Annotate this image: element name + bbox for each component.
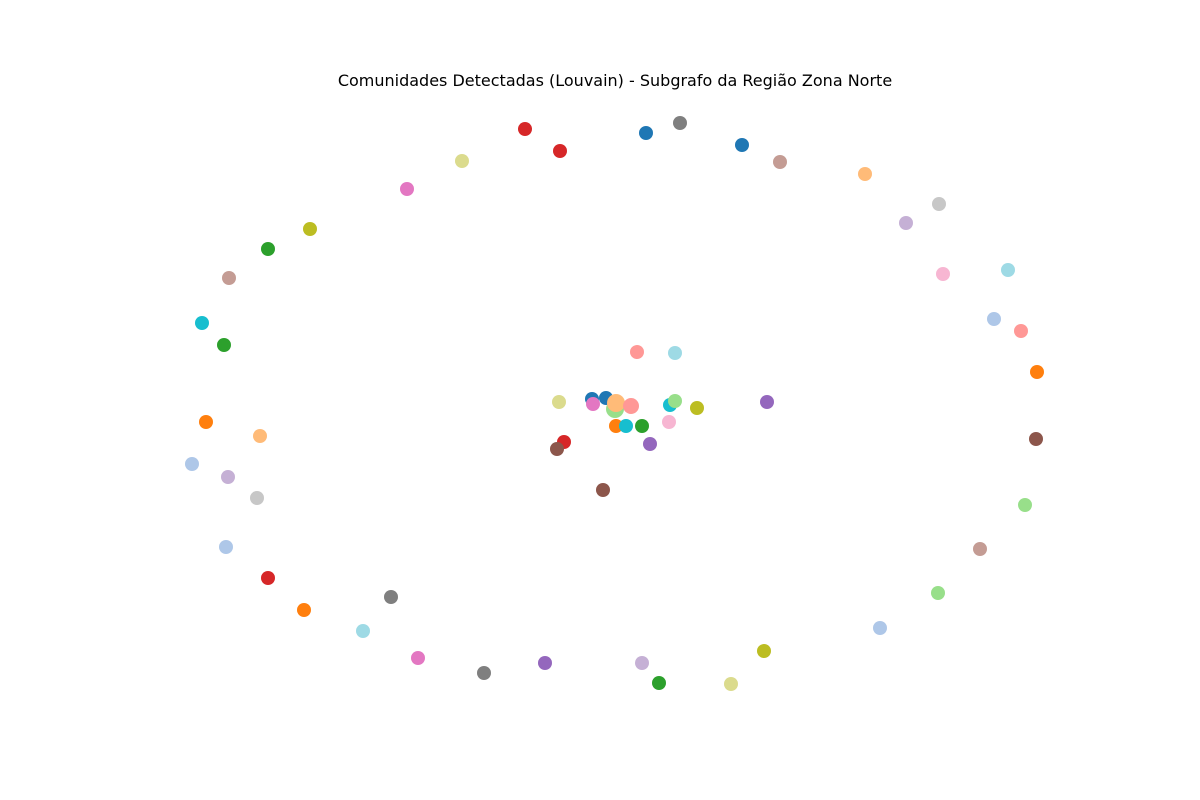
graph-node xyxy=(662,415,676,429)
graph-node xyxy=(668,394,682,408)
graph-node xyxy=(1030,365,1044,379)
graph-node xyxy=(673,116,687,130)
graph-node xyxy=(623,398,639,414)
graph-node xyxy=(586,397,600,411)
graph-node xyxy=(185,457,199,471)
graph-node xyxy=(619,419,633,433)
graph-node xyxy=(1014,324,1028,338)
graph-node xyxy=(858,167,872,181)
graph-node xyxy=(724,677,738,691)
graph-node xyxy=(552,395,566,409)
graph-node xyxy=(643,437,657,451)
graph-node xyxy=(596,483,610,497)
graph-node xyxy=(1029,432,1043,446)
graph-node xyxy=(199,415,213,429)
graph-node xyxy=(668,346,682,360)
graph-node xyxy=(303,222,317,236)
graph-node xyxy=(550,442,564,456)
graph-node xyxy=(297,603,311,617)
graph-node xyxy=(217,338,231,352)
graph-node xyxy=(690,401,704,415)
graph-node xyxy=(195,316,209,330)
graph-node xyxy=(936,267,950,281)
graph-node xyxy=(635,656,649,670)
graph-node xyxy=(639,126,653,140)
graph-node xyxy=(253,429,267,443)
graph-node xyxy=(538,656,552,670)
graph-node xyxy=(973,542,987,556)
graph-node xyxy=(932,197,946,211)
graph-node xyxy=(757,644,771,658)
graph-node xyxy=(873,621,887,635)
graph-node xyxy=(356,624,370,638)
graph-node xyxy=(222,271,236,285)
graph-node xyxy=(630,345,644,359)
graph-node xyxy=(773,155,787,169)
chart-title: Comunidades Detectadas (Louvain) - Subgr… xyxy=(337,71,893,90)
graph-node xyxy=(553,144,567,158)
graph-node xyxy=(635,419,649,433)
graph-node xyxy=(477,666,491,680)
graph-node xyxy=(931,586,945,600)
graph-node xyxy=(221,470,235,484)
graph-node xyxy=(250,491,264,505)
graph-node xyxy=(518,122,532,136)
graph-node xyxy=(899,216,913,230)
graph-node xyxy=(384,590,398,604)
graph-node xyxy=(400,182,414,196)
graph-node xyxy=(1001,263,1015,277)
graph-node xyxy=(261,571,275,585)
graph-node xyxy=(609,419,623,433)
graph-node xyxy=(652,676,666,690)
graph-node xyxy=(735,138,749,152)
graph-node xyxy=(760,395,774,409)
graph-node xyxy=(987,312,1001,326)
graph-node xyxy=(261,242,275,256)
graph-node xyxy=(607,394,625,412)
graph-node xyxy=(455,154,469,168)
graph-node xyxy=(1018,498,1032,512)
graph-node xyxy=(219,540,233,554)
graph-node xyxy=(411,651,425,665)
